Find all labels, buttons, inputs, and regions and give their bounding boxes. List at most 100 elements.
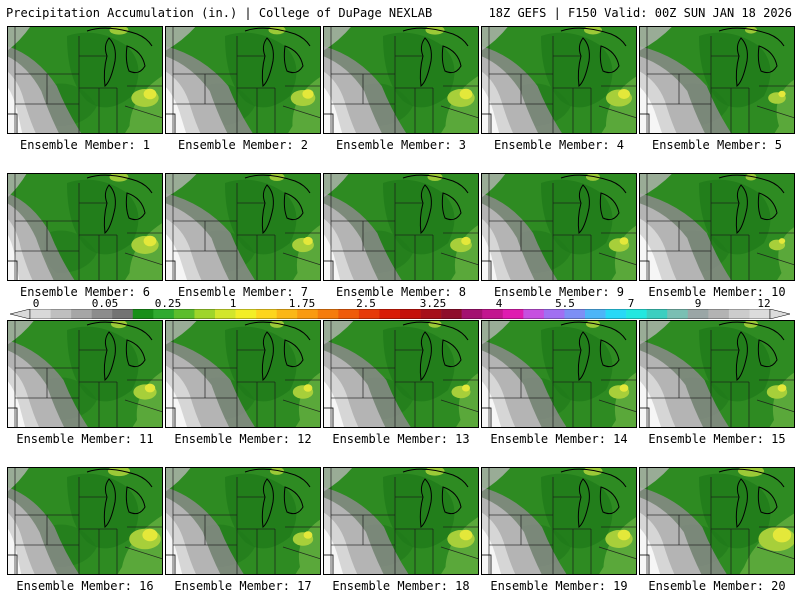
ensemble-panel: Ensemble Member: 10	[639, 173, 795, 299]
ensemble-member-label: Ensemble Member: 9	[493, 285, 625, 299]
precip-map	[323, 467, 479, 575]
map-title: Precipitation Accumulation (in.) | Colle…	[6, 6, 433, 20]
colorbar-segment	[256, 309, 277, 319]
precip-map	[7, 467, 163, 575]
ensemble-member-label: Ensemble Member: 19	[490, 579, 628, 593]
colorbar-segment	[194, 309, 216, 319]
precip-map	[639, 26, 795, 134]
precip-map	[639, 467, 795, 575]
colorbar-segment	[626, 309, 647, 319]
colorbar-arrow-right	[769, 309, 790, 319]
colorbar-segment	[687, 309, 709, 319]
ensemble-panel: Ensemble Member: 2	[165, 26, 321, 152]
ensemble-panel: Ensemble Member: 19	[481, 467, 637, 593]
ensemble-member-label: Ensemble Member: 18	[332, 579, 470, 593]
colorbar-segment	[112, 309, 134, 319]
ensemble-member-label: Ensemble Member: 1	[19, 138, 151, 152]
ensemble-panel: Ensemble Member: 5	[639, 26, 795, 152]
colorbar-labels: 0 0.05 0.25 1 1.75 2.5 3.25 4 5.5 7 9 12	[0, 297, 800, 310]
precip-map	[323, 26, 479, 134]
ensemble-member-label: Ensemble Member: 12	[174, 432, 312, 446]
colorbar-segment	[297, 309, 319, 319]
ensemble-panel: Ensemble Member: 18	[323, 467, 479, 593]
ensemble-member-label: Ensemble Member: 8	[335, 285, 467, 299]
colorbar-segment	[482, 309, 504, 319]
ensemble-panel: Ensemble Member: 8	[323, 173, 479, 299]
ensemble-panel: Ensemble Member: 1	[7, 26, 163, 152]
ensemble-member-label: Ensemble Member: 7	[177, 285, 309, 299]
colorbar	[10, 309, 790, 319]
colorbar-segment	[646, 309, 668, 319]
colorbar-segment	[523, 309, 545, 319]
ensemble-panel: Ensemble Member: 15	[639, 320, 795, 446]
ensemble-member-label: Ensemble Member: 4	[493, 138, 625, 152]
ensemble-panel: Ensemble Member: 9	[481, 173, 637, 299]
colorbar-segment	[71, 309, 92, 319]
ensemble-member-label: Ensemble Member: 17	[174, 579, 312, 593]
precip-map	[165, 467, 321, 575]
colorbar-tick-label: 2.5	[356, 297, 376, 310]
colorbar-segment	[358, 309, 380, 319]
precip-map	[481, 26, 637, 134]
colorbar-tick-label: 1.75	[288, 297, 316, 310]
ensemble-member-label: Ensemble Member: 10	[648, 285, 786, 299]
ensemble-member-label: Ensemble Member: 15	[648, 432, 786, 446]
ensemble-member-label: Ensemble Member: 13	[332, 432, 470, 446]
colorbar-tick-label: 4	[495, 297, 503, 310]
colorbar-tick-label: 0	[32, 297, 40, 310]
colorbar-segment	[585, 309, 606, 319]
colorbar-segment	[153, 309, 175, 319]
colorbar-segment	[749, 309, 771, 319]
ensemble-panel: Ensemble Member: 12	[165, 320, 321, 446]
colorbar-segment	[215, 309, 236, 319]
precip-map	[481, 320, 637, 428]
ensemble-member-label: Ensemble Member: 20	[648, 579, 786, 593]
ensemble-panel: Ensemble Member: 16	[7, 467, 163, 593]
colorbar-segment	[543, 309, 565, 319]
colorbar-segment	[605, 309, 627, 319]
colorbar-segment	[379, 309, 401, 319]
ensemble-member-label: Ensemble Member: 11	[16, 432, 154, 446]
colorbar-segment	[667, 309, 689, 319]
colorbar-segment	[276, 309, 298, 319]
ensemble-panel: Ensemble Member: 4	[481, 26, 637, 152]
colorbar-segment	[441, 309, 462, 319]
ensemble-panel: Ensemble Member: 13	[323, 320, 479, 446]
ensemble-panel: Ensemble Member: 17	[165, 467, 321, 593]
colorbar-segment	[564, 309, 586, 319]
colorbar-segment	[420, 309, 442, 319]
ensemble-panel: Ensemble Member: 3	[323, 26, 479, 152]
run-valid-time: 18Z GEFS | F150 Valid: 00Z SUN JAN 18 20…	[488, 6, 792, 20]
precip-map	[639, 173, 795, 281]
colorbar-segment	[317, 309, 339, 319]
precip-map	[7, 26, 163, 134]
colorbar-segment	[91, 309, 113, 319]
colorbar-segment	[708, 309, 730, 319]
ensemble-member-label: Ensemble Member: 5	[651, 138, 783, 152]
colorbar-arrow-left	[10, 309, 31, 319]
colorbar-segment	[400, 309, 421, 319]
ensemble-member-label: Ensemble Member: 2	[177, 138, 309, 152]
ensemble-member-label: Ensemble Member: 3	[335, 138, 467, 152]
precip-map	[7, 320, 163, 428]
ensemble-member-label: Ensemble Member: 6	[19, 285, 151, 299]
precip-map	[165, 26, 321, 134]
colorbar-segment	[728, 309, 750, 319]
ensemble-member-label: Ensemble Member: 16	[16, 579, 154, 593]
colorbar-tick-label: 9	[694, 297, 702, 310]
colorbar-tick-label: 12	[757, 297, 771, 310]
colorbar-tick-label: 1	[229, 297, 237, 310]
colorbar-segment	[235, 309, 257, 319]
precip-map	[481, 173, 637, 281]
colorbar-segment	[502, 309, 524, 319]
precip-map	[639, 320, 795, 428]
precip-map	[165, 173, 321, 281]
ensemble-panel: Ensemble Member: 7	[165, 173, 321, 299]
colorbar-tick-label: 0.05	[91, 297, 119, 310]
ensemble-panel: Ensemble Member: 11	[7, 320, 163, 446]
precip-map	[7, 173, 163, 281]
colorbar-tick-label: 7	[627, 297, 635, 310]
colorbar-segment	[132, 309, 154, 319]
colorbar-tick-label: 5.5	[555, 297, 575, 310]
ensemble-panel: Ensemble Member: 20	[639, 467, 795, 593]
